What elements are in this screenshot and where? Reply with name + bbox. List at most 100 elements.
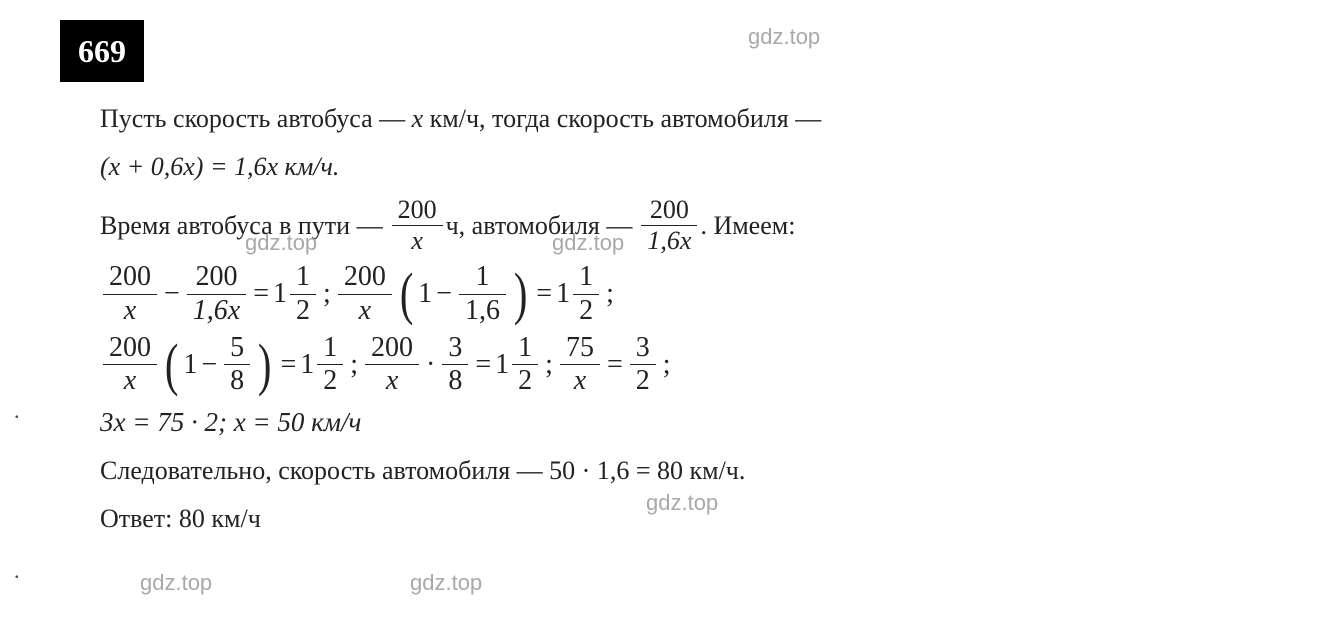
expr-b: x = 50 км/ч xyxy=(234,407,362,437)
num: 1 xyxy=(459,262,506,295)
conclusion-line: Следовательно, скорость автомобиля — 50 … xyxy=(100,452,1259,490)
fraction: 3 8 xyxy=(442,333,468,398)
fraction-200-x: 200 x xyxy=(392,196,443,256)
one: 1 xyxy=(183,345,197,386)
text: Пусть скорость автобуса — xyxy=(100,104,412,133)
dot: · xyxy=(422,345,439,386)
den: x xyxy=(103,295,157,327)
fraction: 200 x xyxy=(103,333,157,398)
paragraph-3: Время автобуса в пути — 200 x ч, автомоб… xyxy=(100,196,1259,256)
num: 3 xyxy=(442,333,468,366)
den: 8 xyxy=(442,365,468,397)
fraction: 5 8 xyxy=(224,333,250,398)
num: 1 xyxy=(512,333,538,366)
fraction: 1 2 xyxy=(573,262,599,327)
den: 2 xyxy=(512,365,538,397)
answer-line: Ответ: 80 км/ч xyxy=(100,500,1259,538)
num: 3 xyxy=(630,333,656,366)
semicolon: ; xyxy=(602,274,618,315)
problem-number-box: 669 xyxy=(60,20,144,82)
den: 1,6x xyxy=(187,295,246,327)
num: 1 xyxy=(573,262,599,295)
fraction: 1 1,6 xyxy=(459,262,506,327)
fraction: 1 2 xyxy=(317,333,343,398)
var-x: x xyxy=(412,104,424,133)
num: 1 xyxy=(317,333,343,366)
num: 200 xyxy=(103,333,157,366)
equation-line-2: 200 x ( 1 − 5 8 ) = 1 1 2 ; 200 x · xyxy=(100,333,1259,398)
text: . Имеем: xyxy=(700,207,801,245)
semicolon: ; xyxy=(346,345,362,386)
mixed-number: 1 1 2 xyxy=(495,333,541,398)
watermark-text: gdz.top xyxy=(140,570,212,596)
paragraph-1: Пусть скорость автобуса — x км/ч, тогда … xyxy=(100,100,1259,138)
text: км/ч, тогда скорость автомобиля — xyxy=(423,104,821,133)
equals: = xyxy=(471,345,495,386)
fraction: 200 x xyxy=(103,262,157,327)
fraction: 1 2 xyxy=(512,333,538,398)
whole: 1 xyxy=(556,274,570,315)
num: 1 xyxy=(290,262,316,295)
paren-group: ( 1 − 5 8 ) xyxy=(160,333,276,398)
left-paren: ( xyxy=(398,271,414,317)
num: 200 xyxy=(641,196,697,227)
semicolon: ; xyxy=(319,274,335,315)
den: x xyxy=(338,295,392,327)
num: 200 xyxy=(365,333,419,366)
den: x xyxy=(103,365,157,397)
equation-line-3: 3x = 75 · 2; x = 50 км/ч xyxy=(100,403,1259,442)
fraction: 200 x xyxy=(365,333,419,398)
problem-number: 669 xyxy=(78,33,126,69)
fraction-200-16x: 200 1,6x xyxy=(641,196,697,256)
den: 1,6 xyxy=(459,295,506,327)
num: 200 xyxy=(338,262,392,295)
one: 1 xyxy=(418,274,432,315)
text: Время автобуса в пути — xyxy=(100,207,389,245)
whole: 1 xyxy=(273,274,287,315)
mixed-number: 1 1 2 xyxy=(273,262,319,327)
mixed-number: 1 1 2 xyxy=(556,262,602,327)
den: x xyxy=(392,226,443,256)
page-content: 669 Пусть скорость автобуса — x км/ч, то… xyxy=(0,0,1319,568)
equals: = xyxy=(603,345,627,386)
num: 200 xyxy=(103,262,157,295)
den: x xyxy=(365,365,419,397)
whole: 1 xyxy=(495,345,509,386)
text: Ответ: 80 км/ч xyxy=(100,504,261,533)
minus: − xyxy=(160,274,184,315)
num: 200 xyxy=(392,196,443,227)
fraction: 1 2 xyxy=(290,262,316,327)
expr-a: 3x = 75 · 2; xyxy=(100,407,234,437)
minus: − xyxy=(432,274,456,315)
den: 2 xyxy=(290,295,316,327)
margin-dot: . xyxy=(14,398,20,424)
whole: 1 xyxy=(300,345,314,386)
equation-line-1: 200 x − 200 1,6x = 1 1 2 ; 200 x ( 1 − 1 xyxy=(100,262,1259,327)
den: 1,6x xyxy=(641,226,697,256)
paren-group: ( 1 − 1 1,6 ) xyxy=(395,262,532,327)
den: 2 xyxy=(317,365,343,397)
text: ч, автомобиля — xyxy=(446,207,639,245)
fraction: 3 2 xyxy=(630,333,656,398)
semicolon: ; xyxy=(541,345,557,386)
den: 2 xyxy=(630,365,656,397)
left-paren: ( xyxy=(163,342,179,388)
fraction: 200 1,6x xyxy=(187,262,246,327)
equals: = xyxy=(276,345,300,386)
text: Следовательно, скорость автомобиля — 50 … xyxy=(100,456,745,485)
num: 75 xyxy=(560,333,600,366)
right-paren: ) xyxy=(257,342,273,388)
paragraph-2: (x + 0,6x) = 1,6x км/ч. xyxy=(100,148,1259,186)
margin-dot: . xyxy=(14,558,20,584)
minus: − xyxy=(197,345,221,386)
semicolon: ; xyxy=(659,345,675,386)
den: x xyxy=(560,365,600,397)
equals: = xyxy=(532,274,556,315)
expr: (x + 0,6x) = 1,6x км/ч. xyxy=(100,152,339,181)
num: 5 xyxy=(224,333,250,366)
fraction: 200 x xyxy=(338,262,392,327)
watermark-text: gdz.top xyxy=(410,570,482,596)
num: 200 xyxy=(187,262,246,295)
fraction: 75 x xyxy=(560,333,600,398)
right-paren: ) xyxy=(512,271,528,317)
